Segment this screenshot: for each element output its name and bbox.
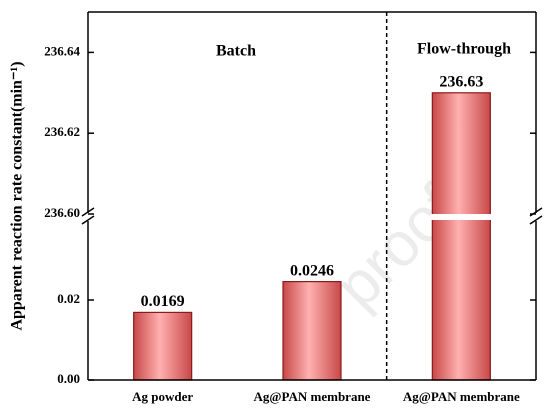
y-axis-label: Apparent reaction rate constant(min⁻¹) <box>9 61 26 330</box>
y-tick-label: 236.64 <box>44 43 80 58</box>
x-tick-label: Ag@PAN membrane <box>403 389 520 404</box>
axis-line <box>81 215 95 225</box>
bar <box>282 281 342 381</box>
y-tick-label: 236.62 <box>44 124 80 139</box>
bar <box>431 92 491 381</box>
axis-line <box>529 207 543 217</box>
axis-line <box>529 215 543 225</box>
y-tick-label: 0.02 <box>57 291 80 306</box>
value-label: 236.63 <box>439 73 483 90</box>
y-tick-label: 236.60 <box>44 205 80 220</box>
annotation: Flow-through <box>417 41 511 58</box>
axis-line <box>81 207 95 217</box>
x-tick-label: Ag powder <box>132 389 193 404</box>
value-label: 0.0246 <box>290 262 334 279</box>
y-tick-label: 0.00 <box>57 371 80 386</box>
value-label: 0.0169 <box>141 293 185 310</box>
axis-break-gap <box>430 214 493 220</box>
annotation: Batch <box>216 43 256 60</box>
bar <box>133 311 193 381</box>
x-tick-label: Ag@PAN membrane <box>254 389 371 404</box>
